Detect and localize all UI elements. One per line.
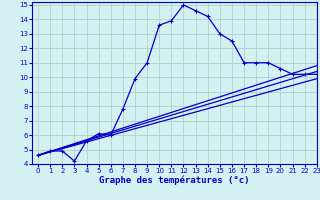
X-axis label: Graphe des températures (°c): Graphe des températures (°c): [99, 176, 250, 185]
